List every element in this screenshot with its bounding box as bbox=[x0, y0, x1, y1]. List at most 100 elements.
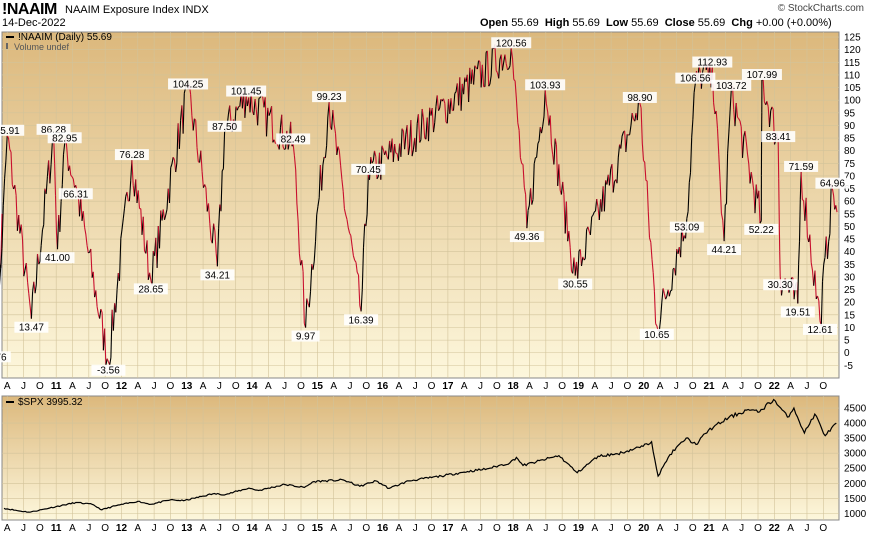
naaim-series-segment bbox=[751, 180, 755, 191]
ohlc-readout: Open 55.69 High 55.69 Low 55.69 Close 55… bbox=[480, 17, 832, 29]
naaim-y-tick-label: 100 bbox=[844, 96, 861, 107]
naaim-series-segment bbox=[739, 120, 742, 127]
naaim-series-segment bbox=[309, 264, 313, 292]
naaim-series-segment bbox=[151, 250, 154, 286]
naaim-series-segment bbox=[100, 308, 103, 313]
naaim-value-label-text: 71.59 bbox=[789, 162, 814, 173]
naaim-value-label-text: 9.97 bbox=[296, 332, 316, 343]
naaim-x-tick-label: A bbox=[787, 381, 794, 392]
naaim-series-segment bbox=[332, 110, 335, 125]
naaim-series-segment bbox=[218, 204, 221, 229]
naaim-series-segment bbox=[675, 248, 678, 276]
naaim-value-label: 12.61 bbox=[803, 323, 838, 336]
naaim-value-label: 64.96 bbox=[815, 177, 850, 190]
spx-x-tick-label: A bbox=[265, 523, 272, 534]
naaim-series-segment bbox=[504, 54, 507, 64]
naaim-series-segment bbox=[527, 205, 530, 211]
naaim-series-segment bbox=[61, 154, 65, 185]
close-label: Close bbox=[664, 17, 695, 29]
naaim-series-segment bbox=[584, 229, 588, 259]
naaim-series-segment bbox=[779, 251, 781, 277]
naaim-x-tick-label: J bbox=[543, 381, 548, 392]
naaim-series-segment bbox=[558, 164, 561, 191]
naaim-series-segment bbox=[728, 112, 731, 134]
naaim-series-segment bbox=[59, 201, 62, 232]
volume-legend-text: Volume undef bbox=[14, 42, 70, 52]
naaim-series-segment bbox=[442, 98, 446, 104]
naaim-series-segment bbox=[45, 176, 48, 194]
naaim-y-tick-label: 10 bbox=[844, 323, 856, 334]
naaim-series-segment bbox=[355, 262, 358, 273]
naaim-series-segment bbox=[444, 103, 447, 123]
naaim-series-segment bbox=[805, 197, 808, 238]
naaim-series-segment bbox=[110, 309, 113, 358]
naaim-y-tick-label: 60 bbox=[844, 197, 856, 208]
spx-x-tick-label: O bbox=[362, 523, 370, 534]
naaim-value-label-bg bbox=[0, 124, 25, 136]
naaim-series-segment bbox=[713, 102, 716, 114]
naaim-series-segment bbox=[530, 188, 533, 205]
naaim-series-segment bbox=[589, 216, 593, 236]
naaim-value-label: 41.00 bbox=[40, 252, 75, 264]
naaim-value-label: 103.72 bbox=[711, 79, 752, 92]
naaim-series-segment bbox=[545, 103, 549, 113]
naaim-series-segment bbox=[193, 118, 197, 121]
naaim-value-label: 19.51 bbox=[780, 306, 815, 318]
spx-x-tick-label: A bbox=[722, 523, 729, 534]
naaim-value-label: 9.97 bbox=[291, 330, 320, 343]
spx-x-tick-label: 14 bbox=[246, 523, 258, 534]
naaim-x-tick-label: O bbox=[558, 381, 566, 392]
naaim-y-tick-label: 30 bbox=[844, 272, 856, 283]
naaim-value-label: 86.28 bbox=[36, 123, 71, 136]
naaim-y-tick-label: 45 bbox=[844, 235, 856, 246]
naaim-series-segment bbox=[553, 138, 556, 165]
naaim-series-segment bbox=[168, 167, 172, 204]
naaim-y-tick-label: 25 bbox=[844, 285, 856, 296]
spx-x-tick-label: O bbox=[493, 523, 501, 534]
naaim-value-label-text: 41.00 bbox=[45, 253, 70, 264]
naaim-series-segment bbox=[647, 211, 651, 238]
naaim-series-segment bbox=[544, 90, 547, 104]
naaim-x-tick-label: J bbox=[152, 381, 157, 392]
naaim-series-segment bbox=[521, 163, 524, 165]
naaim-series-segment bbox=[488, 83, 491, 87]
naaim-series-segment bbox=[510, 48, 514, 59]
naaim-series-segment bbox=[505, 63, 509, 70]
naaim-value-label-bg bbox=[14, 321, 49, 333]
naaim-series-segment bbox=[5, 135, 8, 161]
naaim-series-segment bbox=[69, 165, 72, 176]
naaim-series-segment bbox=[293, 155, 297, 171]
naaim-x-tick-label: O bbox=[36, 381, 44, 392]
naaim-value-label-text: 30.55 bbox=[563, 280, 588, 291]
naaim-x-tick-label: 17 bbox=[442, 381, 454, 392]
naaim-series-segment bbox=[312, 261, 315, 270]
naaim-x-tick-label: A bbox=[265, 381, 272, 392]
naaim-x-tick-label: J bbox=[21, 381, 26, 392]
spx-series-line bbox=[3, 398, 837, 513]
naaim-value-label: 99.23 bbox=[312, 91, 347, 103]
naaim-x-tick-label: 18 bbox=[508, 381, 520, 392]
naaim-y-tick-label: 15 bbox=[844, 310, 856, 321]
naaim-value-label-text: 106.56 bbox=[680, 74, 711, 85]
naaim-series-segment bbox=[768, 110, 772, 128]
naaim-x-tick-label: J bbox=[739, 381, 744, 392]
naaim-series-segment bbox=[468, 67, 471, 103]
spx-x-tick-label: J bbox=[478, 523, 483, 534]
naaim-value-label-bg bbox=[707, 244, 742, 256]
naaim-series-segment bbox=[474, 65, 477, 68]
naaim-series-segment bbox=[580, 256, 584, 267]
naaim-x-tick-label: J bbox=[609, 381, 614, 392]
naaim-y-tick-label: 105 bbox=[844, 83, 861, 94]
spx-x-tick-label: J bbox=[804, 523, 809, 534]
brand-link[interactable]: © StockCharts.com bbox=[777, 3, 864, 14]
naaim-x-tick-label: J bbox=[282, 381, 287, 392]
naaim-value-label-text: 13.47 bbox=[19, 323, 44, 334]
naaim-series-segment bbox=[620, 136, 623, 149]
naaim-x-tick-label: A bbox=[330, 381, 337, 392]
naaim-x-tick-label: 21 bbox=[703, 381, 715, 392]
naaim-value-label: 30.30 bbox=[763, 279, 798, 291]
naaim-series-segment bbox=[522, 164, 525, 188]
naaim-series-segment bbox=[96, 306, 99, 315]
naaim-y-tick-label: -5 bbox=[844, 361, 853, 372]
